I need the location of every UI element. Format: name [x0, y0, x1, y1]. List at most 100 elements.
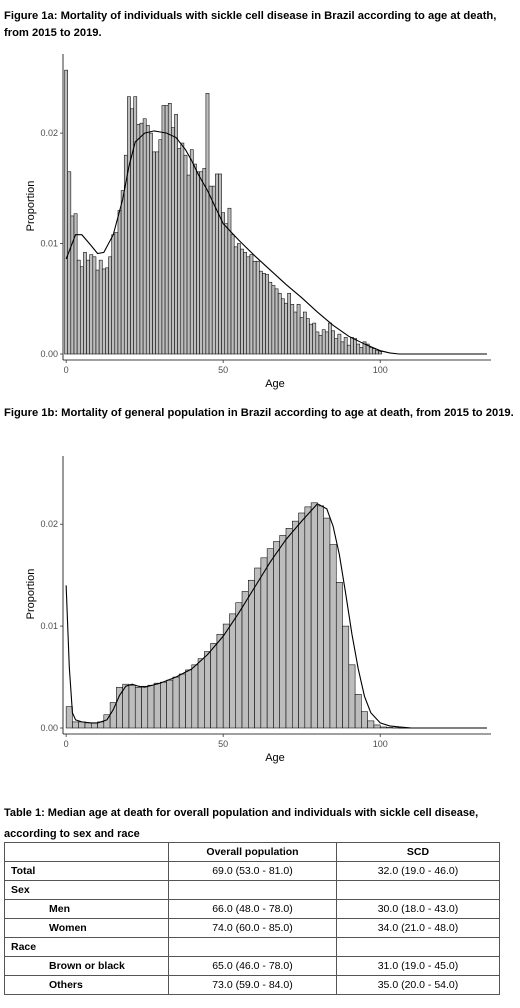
histogram-bar: [92, 256, 97, 355]
histogram-bar: [210, 643, 218, 729]
table-1-title: Table 1: Median age at death for overall…: [4, 807, 479, 840]
histogram-bar: [334, 338, 339, 355]
histogram-bar: [279, 535, 287, 729]
histogram-bar: [205, 93, 210, 355]
figure-1b-title: Figure 1b: Mortality of general populati…: [4, 407, 514, 419]
histogram-bar: [361, 711, 368, 729]
histogram-bar: [241, 591, 249, 729]
cell-scd: 34.0 (21.0 - 48.0): [336, 918, 500, 938]
histogram-bar: [277, 292, 282, 355]
histogram-bar: [249, 254, 254, 355]
cell-overall: 73.0 (59.0 - 84.0): [168, 975, 337, 995]
histogram-bar: [127, 96, 131, 355]
histogram-bar: [222, 623, 230, 729]
x-tick-label: 50: [218, 365, 228, 375]
histogram-bar: [147, 684, 155, 729]
histogram-bar: [76, 259, 81, 355]
histogram-bar: [343, 337, 348, 355]
histogram-bar: [218, 173, 222, 355]
histogram-bar: [317, 505, 324, 729]
y-tick-label: 0.01: [40, 621, 58, 631]
row-label-race: Race: [4, 937, 169, 957]
y-tick-label: 0.02: [40, 128, 58, 138]
histogram-bar: [356, 343, 361, 355]
histogram-bar: [233, 246, 238, 355]
histogram-bar: [120, 190, 125, 355]
histogram-bar: [265, 274, 269, 355]
histogram-bar: [255, 260, 260, 355]
histogram-bar: [340, 341, 345, 355]
histogram-bar: [189, 149, 194, 355]
histogram-bar: [211, 185, 216, 355]
histogram-bar: [84, 722, 92, 729]
histogram-bar: [284, 302, 288, 355]
histogram-bar: [271, 285, 276, 355]
histogram-bar: [237, 243, 241, 355]
histogram-bar: [346, 344, 351, 355]
histogram-bar: [116, 686, 123, 729]
x-tick-label: 0: [64, 739, 69, 749]
histogram-bar: [323, 517, 331, 729]
row-label-men: Men: [4, 899, 169, 919]
histogram-bar: [174, 114, 178, 355]
histogram-bar: [318, 334, 323, 355]
density-curve: [65, 503, 487, 729]
histogram-bar: [95, 269, 100, 355]
histogram-bar: [243, 252, 248, 355]
histogram-bar: [291, 520, 299, 729]
y-axis-title: Proportion: [25, 181, 37, 232]
histogram-bar: [331, 330, 335, 355]
histogram-bar: [372, 348, 376, 355]
histogram-bar: [281, 298, 285, 355]
histogram-bar: [230, 234, 235, 355]
x-tick-label: 0: [64, 365, 69, 375]
histogram-bar: [254, 567, 262, 729]
histogram-bar: [83, 252, 87, 355]
histogram-bar: [324, 331, 329, 355]
cell-scd: 30.0 (18.0 - 43.0): [336, 899, 500, 919]
histogram-bar: [274, 288, 279, 355]
histogram-bar: [262, 273, 266, 355]
histogram-bar: [335, 582, 343, 729]
histogram-bar: [229, 613, 237, 729]
histogram-bar: [248, 579, 255, 729]
histogram-bar: [350, 337, 354, 355]
histogram-bar: [196, 171, 200, 355]
histogram-bar: [379, 726, 387, 729]
histogram-bar: [224, 223, 229, 355]
histogram-bar: [72, 721, 79, 729]
histogram-bar: [183, 154, 188, 355]
histogram-bar: [89, 254, 94, 355]
histogram-bar: [122, 683, 130, 729]
histogram-bar: [260, 557, 268, 729]
row-label-others: Others: [4, 975, 169, 995]
cell-overall: 74.0 (60.0 - 85.0): [168, 918, 337, 938]
histogram-bar: [375, 350, 379, 355]
histogram-bar: [105, 267, 109, 355]
histogram-bar: [136, 123, 141, 355]
figure-1a-title: Figure 1a: Mortality of individuals with…: [4, 10, 497, 39]
histogram-bar: [64, 69, 68, 355]
histogram-bar: [378, 351, 383, 355]
histogram-bar: [321, 329, 326, 355]
cell-scd: 31.0 (19.0 - 45.0): [336, 956, 500, 976]
row-label-women: Women: [4, 918, 169, 938]
histogram-bar: [299, 317, 304, 355]
figure-1b-histogram: 0.00 0.01 0.02 0 50 100 Age Proportion: [25, 456, 491, 764]
row-label-brown-or-black: Brown or black: [4, 956, 169, 976]
table-header-row: Overall population SCD: [4, 842, 500, 862]
histogram-bar: [65, 706, 73, 729]
histogram-bar: [266, 548, 274, 729]
histogram-bar: [204, 651, 211, 729]
histogram-bar: [309, 323, 313, 355]
histogram-bar: [298, 512, 306, 729]
histogram-bar: [215, 173, 219, 355]
histogram-bar: [259, 270, 263, 355]
histogram-bar: [67, 171, 72, 355]
histogram-bar: [337, 333, 342, 355]
histogram-bar: [160, 681, 167, 729]
histogram-bar: [78, 721, 86, 729]
histogram-bar: [368, 347, 373, 355]
histogram-bar: [117, 210, 122, 355]
histogram-bar: [208, 185, 213, 355]
